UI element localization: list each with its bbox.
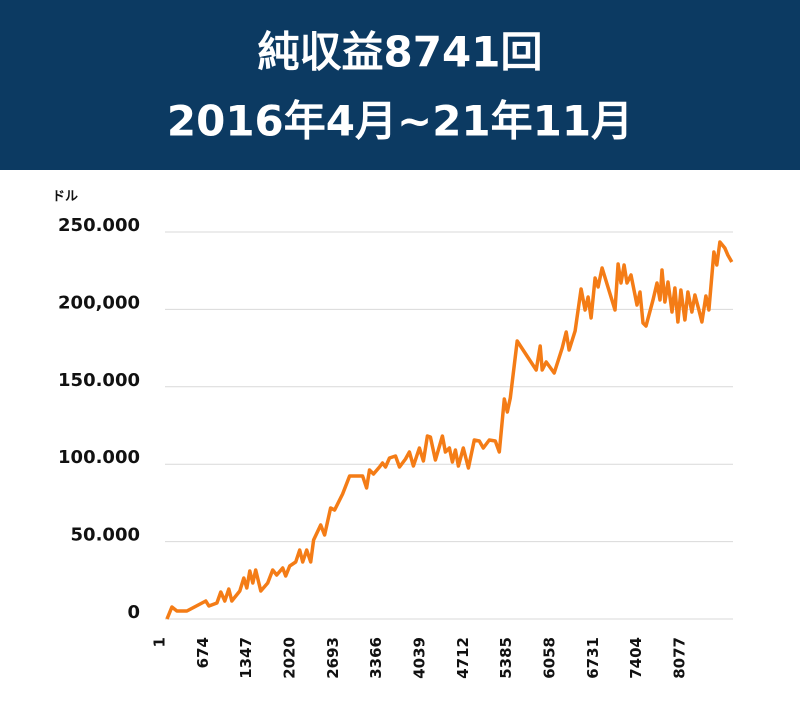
y-tick-label: 250.000 — [58, 215, 140, 236]
chart-subtitle: 2016年4月~21年11月 — [167, 97, 633, 146]
y-tick-label: 200,000 — [58, 292, 140, 313]
y-tick-label: 150.000 — [58, 370, 140, 391]
x-tick-label: 2693 — [324, 637, 342, 679]
x-tick-label: 1 — [151, 637, 169, 647]
x-tick-label: 8077 — [671, 637, 689, 679]
x-tick-label: 4712 — [454, 637, 472, 679]
x-tick-label: 7404 — [627, 637, 645, 679]
x-tick-label: 674 — [194, 637, 212, 668]
x-tick-label: 6731 — [584, 637, 602, 679]
header-band — [0, 0, 800, 170]
x-tick-label: 3366 — [367, 637, 385, 679]
y-axis-label: ドル — [52, 190, 78, 205]
data-line — [165, 240, 734, 620]
x-tick-label: 1347 — [237, 637, 255, 679]
chart-title: 純収益8741回 — [258, 28, 543, 77]
y-tick-label: 100.000 — [58, 447, 140, 468]
y-tick-label: 50.000 — [71, 525, 140, 546]
x-tick-label: 4039 — [411, 637, 429, 679]
x-tick-label: 5385 — [497, 637, 515, 679]
x-tick-label: 6058 — [541, 637, 559, 679]
y-tick-label: 0 — [127, 602, 140, 623]
x-tick-label: 2020 — [281, 637, 299, 679]
